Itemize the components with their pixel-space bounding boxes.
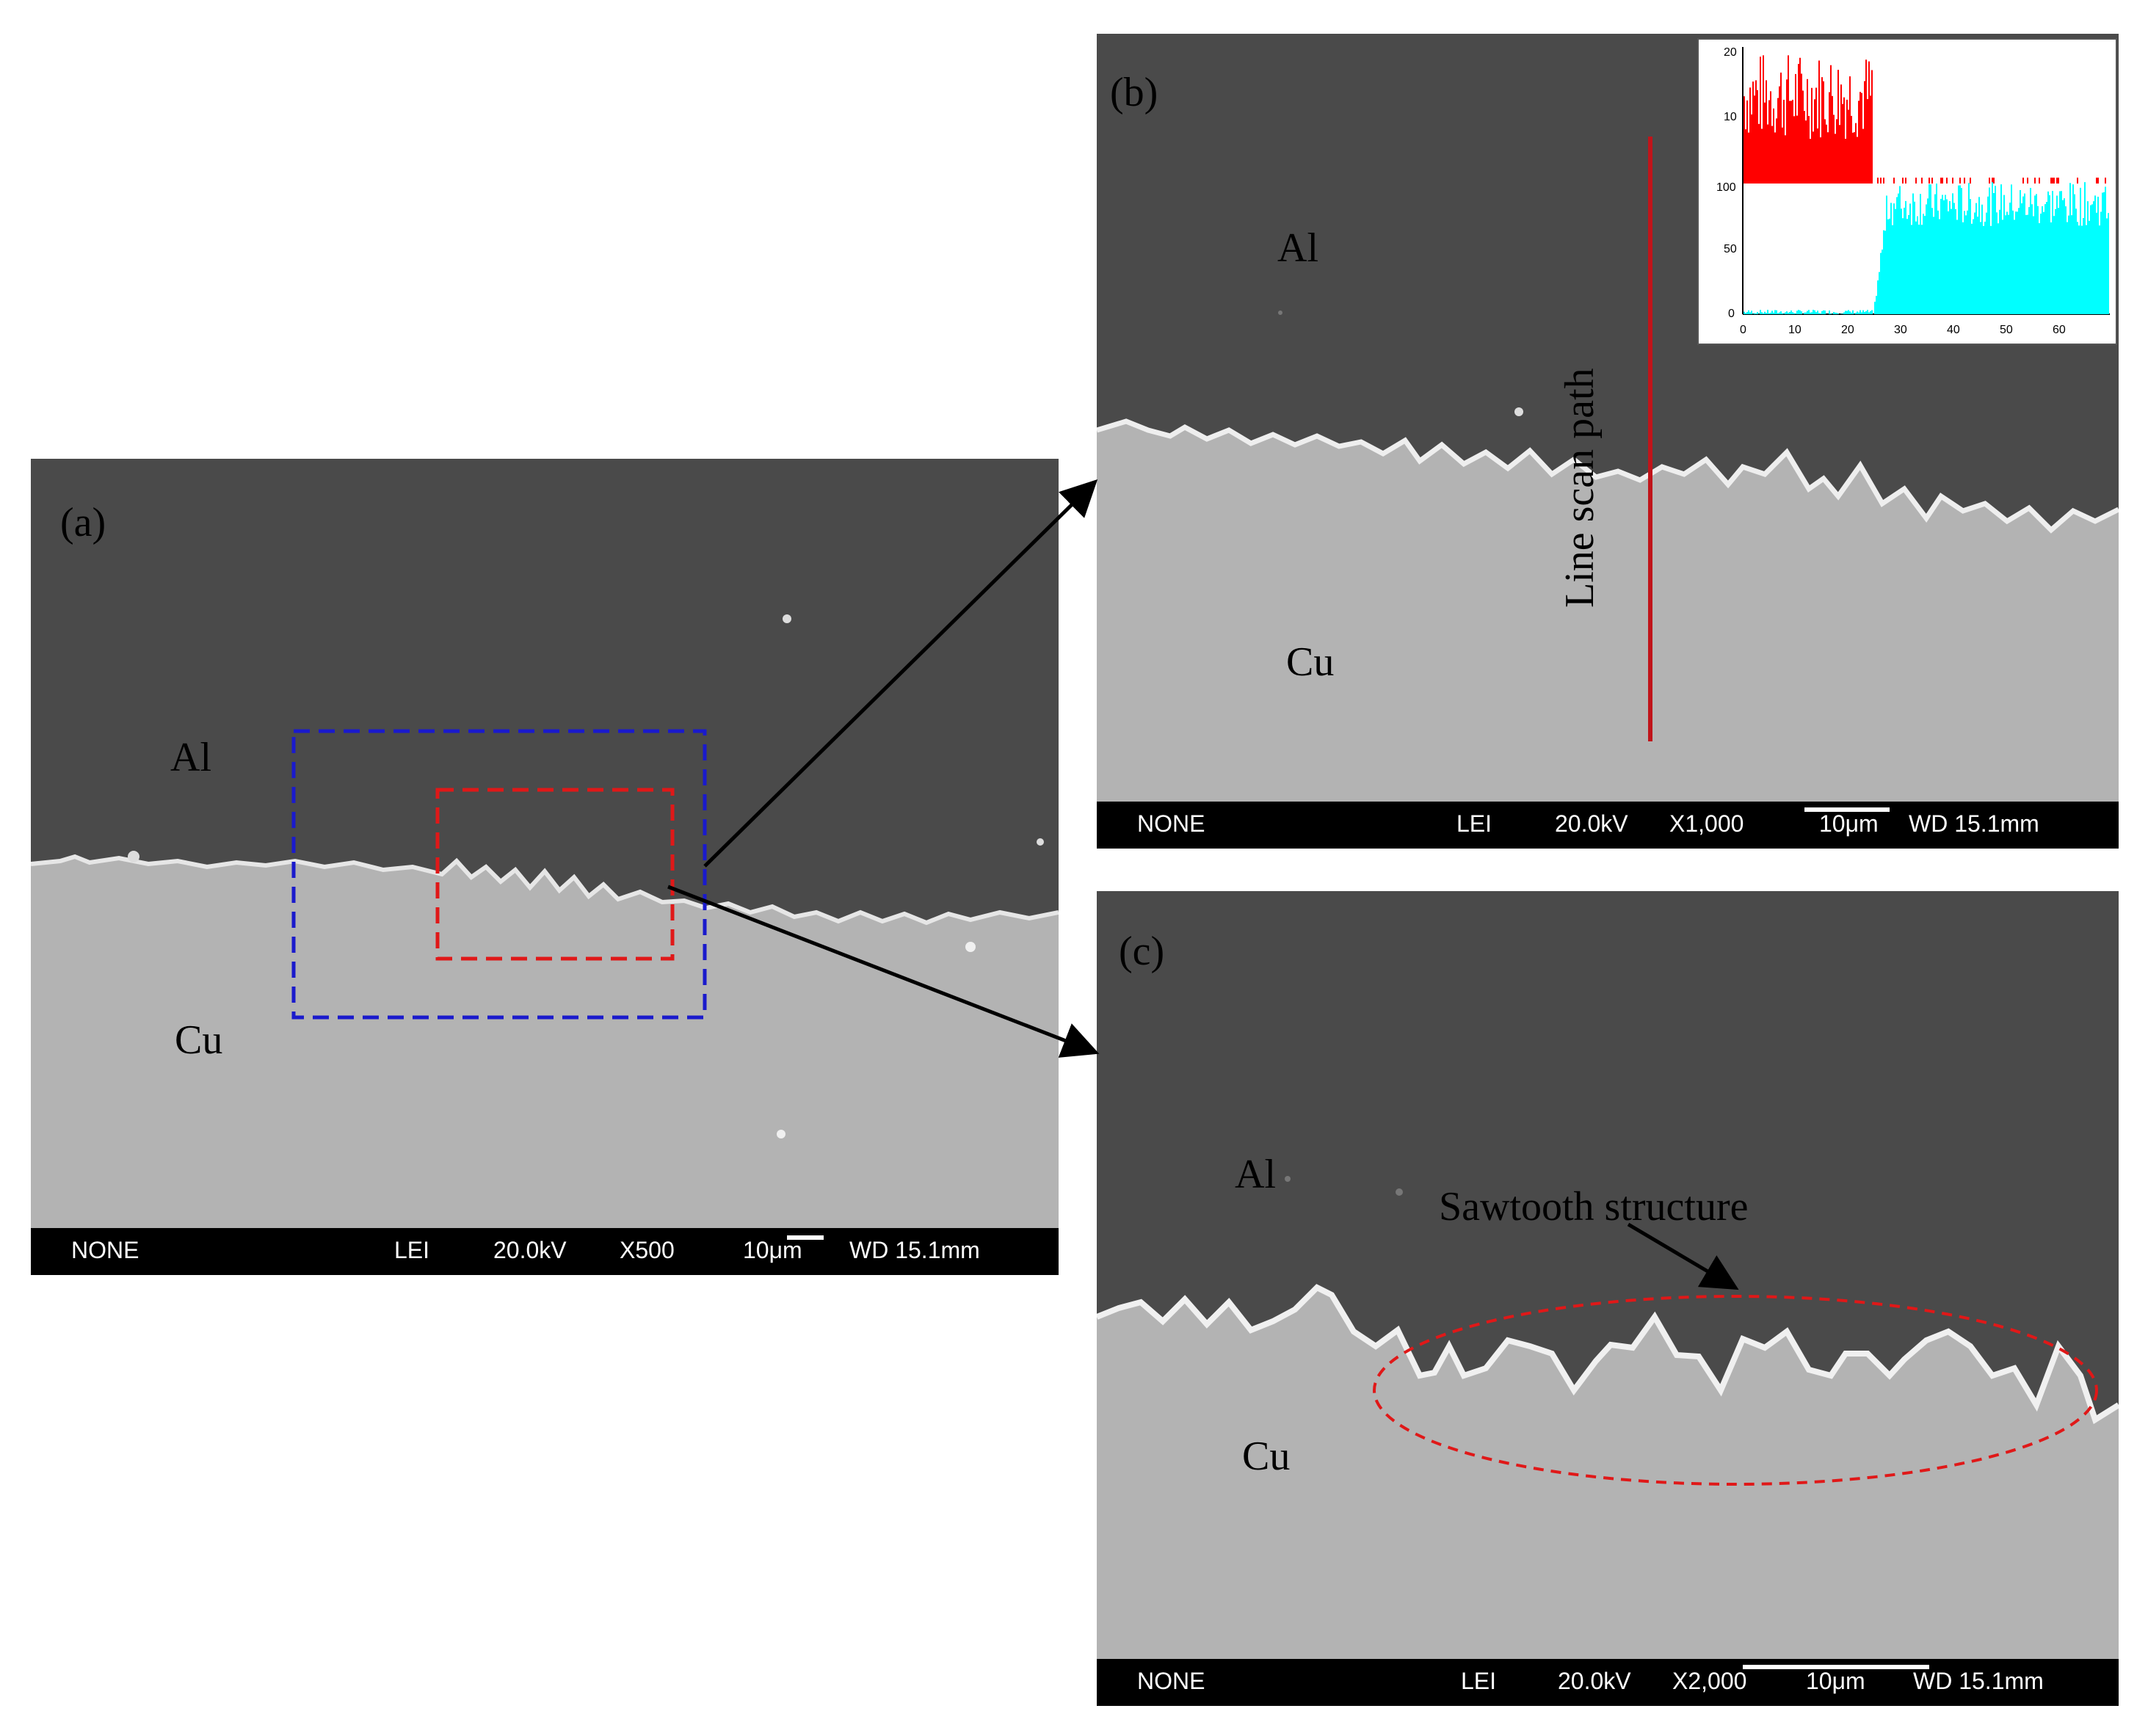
databar-scale: 10μm <box>1806 1668 1865 1694</box>
databar-c: NONE LEI 20.0kV X2,000 10μm WD 15.1mm <box>1097 1659 2119 1706</box>
x-tick-20: 20 <box>1841 324 1854 336</box>
databar-wd: WD 15.1mm <box>1913 1668 2044 1694</box>
sawtooth-highlight-ellipse <box>1373 1295 2098 1486</box>
databar-magnification: X1,000 <box>1669 810 1744 837</box>
x-tick-50: 50 <box>2000 324 2013 336</box>
databar-detector: LEI <box>1456 810 1492 837</box>
cu-label-b: Cu <box>1286 639 1335 685</box>
databar-a: NONE LEI 20.0kV X500 10μm WD 15.1mm <box>31 1228 1059 1275</box>
sawtooth-pointer-arrow <box>1627 1222 1739 1290</box>
databar-voltage: 20.0kV <box>1555 810 1628 837</box>
databar-wd: WD 15.1mm <box>849 1237 980 1263</box>
cu-label-a: Cu <box>175 1017 223 1063</box>
x-tick-10: 10 <box>1788 324 1802 336</box>
cu-region-b <box>1097 421 2119 849</box>
al-label-b: Al <box>1277 225 1318 271</box>
databar-voltage: 20.0kV <box>1558 1668 1631 1694</box>
al-label-a: Al <box>170 735 211 780</box>
cu-region-c <box>1097 1288 2119 1706</box>
line-scan-profile-inset: 20 10 100 50 0 0 10 20 30 40 50 60 <box>1697 38 2117 345</box>
x-tick-30: 30 <box>1894 324 1907 336</box>
interface-edge-b <box>1097 418 2119 534</box>
interface-edge-c <box>1097 1284 2119 1425</box>
cu-region-a <box>31 857 1059 1275</box>
scale-bar-b <box>1804 807 1890 812</box>
databar-b: NONE LEI 20.0kV X1,000 10μm WD 15.1mm <box>1097 802 2119 849</box>
databar-scale: 10μm <box>743 1237 802 1263</box>
x-tick-60: 60 <box>2053 324 2066 336</box>
arrow-to-panel-b <box>703 479 1098 868</box>
databar-scale: 10μm <box>1819 810 1879 837</box>
interface-edge-a <box>31 854 1059 926</box>
x-tick-40: 40 <box>1947 324 1960 336</box>
al-signal-trace <box>1744 55 2106 184</box>
line-scan-profile-chart: 20 10 100 50 0 0 10 20 30 40 50 60 <box>1716 46 2110 336</box>
y-tick-top-20: 20 <box>1724 46 1737 59</box>
zoom-box-blue <box>291 729 707 1020</box>
y-tick-bottom-0: 0 <box>1728 308 1735 320</box>
panel-c: (c) Al Cu Sawtooth structure NONE LEI 20… <box>1097 891 2119 1706</box>
panel-label-c: (c) <box>1119 929 1165 974</box>
databar-wd: WD 15.1mm <box>1909 810 2039 837</box>
sem-image-a <box>31 459 1059 1275</box>
databar-voltage: 20.0kV <box>493 1237 567 1263</box>
panel-label-b: (b) <box>1110 70 1158 115</box>
cu-label-c: Cu <box>1242 1434 1291 1479</box>
panel-label-a: (a) <box>60 500 106 545</box>
zoom-box-red <box>435 788 675 961</box>
y-tick-bottom-50: 50 <box>1724 243 1737 255</box>
y-tick-top-10: 10 <box>1724 111 1737 123</box>
databar-mode: NONE <box>71 1237 139 1263</box>
arrow-to-panel-c <box>667 885 1100 1058</box>
panel-a: (a) Al Cu NONE LEI 20.0kV X500 10μm WD 1… <box>31 459 1059 1275</box>
cu-signal-trace <box>1744 182 2109 314</box>
databar-mode: NONE <box>1137 810 1205 837</box>
databar-detector: LEI <box>1461 1668 1497 1694</box>
databar-detector: LEI <box>394 1237 430 1263</box>
databar-mode: NONE <box>1137 1668 1205 1694</box>
al-label-c: Al <box>1235 1152 1276 1197</box>
scale-bar-a <box>787 1235 824 1240</box>
sawtooth-annotation: Sawtooth structure <box>1439 1184 1749 1230</box>
scale-bar-c <box>1743 1665 1929 1669</box>
y-tick-bottom-100: 100 <box>1716 181 1736 194</box>
databar-magnification: X500 <box>620 1237 675 1263</box>
databar-magnification: X2,000 <box>1672 1668 1747 1694</box>
sem-image-c <box>1097 891 2119 1706</box>
x-tick-0: 0 <box>1740 324 1746 336</box>
